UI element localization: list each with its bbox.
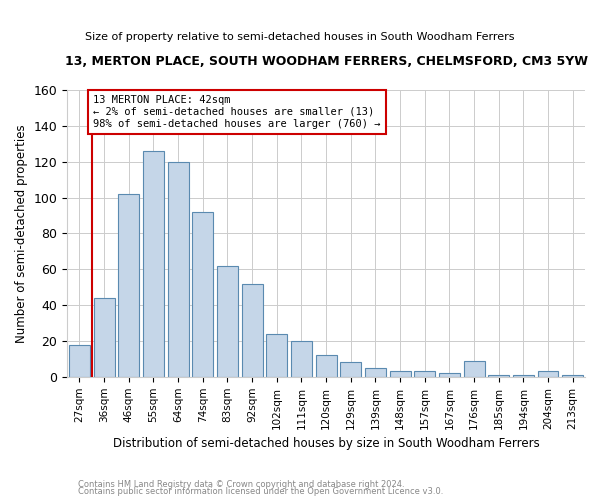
X-axis label: Distribution of semi-detached houses by size in South Woodham Ferrers: Distribution of semi-detached houses by … — [113, 437, 539, 450]
Bar — [167, 162, 188, 377]
Bar — [143, 151, 164, 377]
Bar — [242, 284, 263, 377]
Bar — [192, 212, 213, 377]
Bar — [464, 360, 485, 377]
Title: 13, MERTON PLACE, SOUTH WOODHAM FERRERS, CHELMSFORD, CM3 5YW: 13, MERTON PLACE, SOUTH WOODHAM FERRERS,… — [65, 55, 587, 68]
Bar — [291, 341, 312, 377]
Bar — [538, 372, 559, 377]
Bar — [439, 373, 460, 377]
Bar — [562, 375, 583, 377]
Bar — [340, 362, 361, 377]
Bar — [316, 356, 337, 377]
Text: Contains HM Land Registry data © Crown copyright and database right 2024.: Contains HM Land Registry data © Crown c… — [78, 480, 404, 489]
Bar — [266, 334, 287, 377]
Bar — [488, 375, 509, 377]
Bar — [365, 368, 386, 377]
Bar — [69, 344, 90, 377]
Bar — [217, 266, 238, 377]
Bar — [389, 372, 410, 377]
Text: Size of property relative to semi-detached houses in South Woodham Ferrers: Size of property relative to semi-detach… — [85, 32, 515, 42]
Bar — [94, 298, 115, 377]
Y-axis label: Number of semi-detached properties: Number of semi-detached properties — [15, 124, 28, 342]
Bar — [414, 372, 435, 377]
Text: 13 MERTON PLACE: 42sqm
← 2% of semi-detached houses are smaller (13)
98% of semi: 13 MERTON PLACE: 42sqm ← 2% of semi-deta… — [93, 96, 380, 128]
Bar — [118, 194, 139, 377]
Bar — [513, 375, 534, 377]
Text: Contains public sector information licensed under the Open Government Licence v3: Contains public sector information licen… — [78, 487, 443, 496]
